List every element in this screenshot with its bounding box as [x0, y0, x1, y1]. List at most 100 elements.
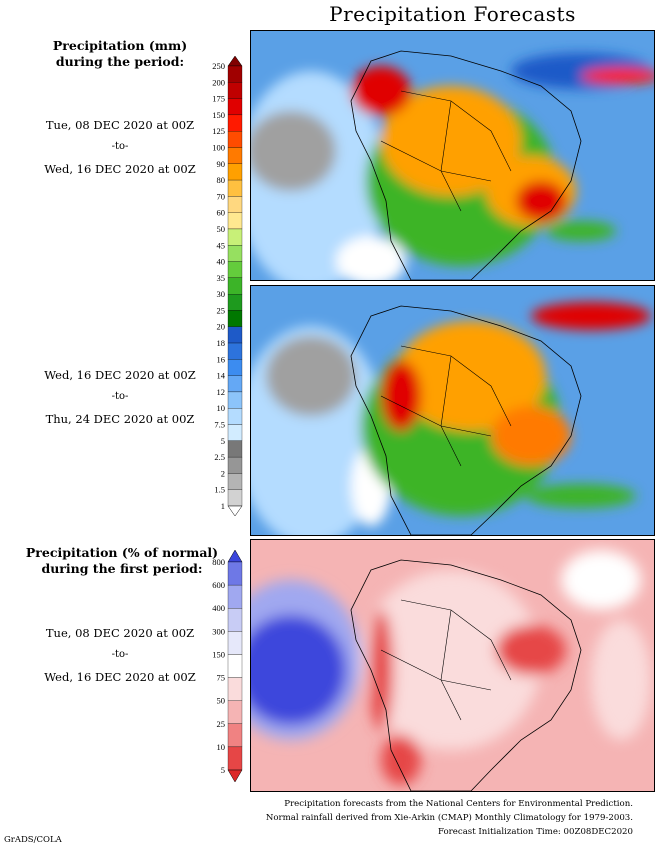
colorbar-segment: [227, 677, 243, 701]
colorbar-segment: [227, 723, 243, 748]
colorbar-segment: [227, 608, 243, 632]
colorbar-tick-label: 75: [217, 673, 226, 683]
colorbar-tick-label: 150: [212, 649, 225, 659]
panel2-dates: Wed, 16 DEC 2020 at 00Z -to- Thu, 24 DEC…: [20, 364, 220, 430]
colorbar-tick-label: 14: [217, 371, 226, 381]
precip-map-period2: [250, 285, 655, 536]
colorbar-tick-label: 150: [212, 110, 225, 120]
panel3-heading-line1: Precipitation (% of normal): [25, 545, 219, 560]
colorbar-tick-label: 600: [212, 580, 225, 590]
colorbar-tick-label: 50: [217, 224, 226, 234]
colorbar-segment: [227, 584, 243, 609]
page-title: Precipitation Forecasts: [329, 2, 576, 26]
colorbar-tick-label: 250: [212, 61, 225, 71]
panel1-heading: Precipitation (mm) during the period:: [20, 38, 220, 70]
colorbar-bottom-arrow: [227, 505, 243, 517]
colorbar-segment: [227, 326, 243, 344]
precip-map-period1: [250, 30, 655, 281]
colorbar-tick-label: 5: [221, 436, 225, 446]
colorbar-segment: [227, 98, 243, 116]
colorbar-top-arrow: [227, 549, 243, 563]
colorbar-segment: [227, 473, 243, 490]
colorbar-segment: [227, 391, 243, 409]
colorbar-tick-label: 12: [217, 387, 226, 397]
colorbar-segment: [227, 245, 243, 262]
colorbar-segment: [227, 746, 243, 771]
colorbar-segment: [227, 163, 243, 181]
colorbar-segment: [227, 440, 243, 458]
precip-map-period2-graphic: [251, 286, 654, 535]
colorbar-segment: [227, 561, 243, 586]
colorbar-tick-label: 40: [217, 257, 226, 267]
colorbar-segment: [227, 375, 243, 393]
colorbar-segment: [227, 456, 243, 474]
panel2-start: Wed, 16 DEC 2020 at 00Z: [44, 368, 196, 382]
colorbar-tick-label: 10: [217, 742, 226, 752]
percent-normal-colorbar: 800 600 400 300 150 75 50 25 10 5: [200, 549, 250, 783]
grads-credit: GrADS/COLA: [4, 835, 62, 845]
colorbar-segment: [227, 65, 243, 83]
colorbar-tick-label: 50: [217, 696, 226, 706]
panel1-end: Wed, 16 DEC 2020 at 00Z: [44, 162, 196, 176]
colorbar-segment: [227, 489, 243, 507]
panel3-end: Wed, 16 DEC 2020 at 00Z: [44, 670, 196, 684]
colorbar-tick-label: 125: [212, 126, 225, 136]
panel1-dates: Tue, 08 DEC 2020 at 00Z -to- Wed, 16 DEC…: [20, 114, 220, 180]
colorbar-segment: [227, 179, 243, 197]
colorbar-tick-label: 90: [217, 159, 226, 169]
panel1-to: -to-: [111, 141, 129, 152]
colorbar-segment: [227, 228, 243, 246]
colorbar-segment: [227, 424, 243, 441]
colorbar-tick-label: 7.5: [214, 420, 225, 430]
colorbar-segment: [227, 147, 243, 164]
colorbar-segment: [227, 293, 243, 311]
panel3-heading-line2: during the first period:: [41, 561, 203, 576]
percent-normal-map: [250, 539, 655, 792]
panel2-to: -to-: [111, 391, 129, 402]
colorbar-tick-label: 45: [217, 240, 226, 250]
colorbar-tick-label: 400: [212, 603, 225, 613]
colorbar-segment: [227, 310, 243, 327]
colorbar-tick-label: 16: [217, 354, 226, 364]
colorbar-tick-label: 200: [212, 77, 225, 87]
colorbar-tick-label: 175: [212, 94, 225, 104]
colorbar-segment: [227, 631, 243, 655]
footer-notes: Precipitation forecasts from the Nationa…: [266, 797, 633, 839]
colorbar-segment: [227, 131, 243, 148]
colorbar-tick-label: 5: [221, 765, 225, 775]
precip-map-period1-graphic: [251, 31, 654, 280]
colorbar-bottom-arrow: [227, 769, 243, 783]
colorbar-tick-label: 25: [217, 719, 226, 729]
colorbar-tick-label: 1: [221, 501, 225, 511]
panel1-start: Tue, 08 DEC 2020 at 00Z: [45, 118, 195, 132]
colorbar-tick-label: 30: [217, 289, 226, 299]
percent-normal-map-graphic: [251, 540, 654, 791]
footer-line1: Precipitation forecasts from the Nationa…: [284, 799, 633, 809]
colorbar-tick-label: 70: [217, 191, 226, 201]
colorbar-tick-label: 300: [212, 626, 225, 636]
percent-normal-colorbar-graphic: 800 600 400 300 150 75 50 25 10 5: [212, 549, 243, 783]
colorbar-segment: [227, 212, 243, 230]
colorbar-tick-label: 2.5: [214, 452, 225, 462]
colorbar-tick-label: 800: [212, 557, 225, 567]
colorbar-segment: [227, 342, 243, 360]
colorbar-top-arrow: [227, 55, 243, 67]
colorbar-segment: [227, 196, 243, 213]
footer-line2: Normal rainfall derived from Xie-Arkin (…: [265, 813, 633, 823]
colorbar-tick-label: 10: [217, 403, 226, 413]
colorbar-segment: [227, 114, 243, 132]
colorbar-segment: [227, 654, 243, 678]
colorbar-tick-label: 20: [217, 322, 226, 332]
colorbar-segment: [227, 408, 243, 425]
colorbar-segment: [227, 359, 243, 376]
colorbar-tick-label: 2: [221, 468, 225, 478]
colorbar-segment: [227, 261, 243, 279]
colorbar-tick-label: 60: [217, 208, 226, 218]
panel3-dates: Tue, 08 DEC 2020 at 00Z -to- Wed, 16 DEC…: [20, 622, 220, 688]
precipitation-colorbar: 250 200 175 150 125 100 90 80 70 60 50 45 40 35 30 25 20…: [200, 55, 250, 527]
panel1-heading-line1: Precipitation (mm): [52, 38, 188, 53]
panel2-end: Thu, 24 DEC 2020 at 00Z: [45, 412, 195, 426]
colorbar-segment: [227, 277, 243, 295]
colorbar-tick-label: 80: [217, 175, 226, 185]
colorbar-tick-label: 1.5: [214, 485, 225, 495]
